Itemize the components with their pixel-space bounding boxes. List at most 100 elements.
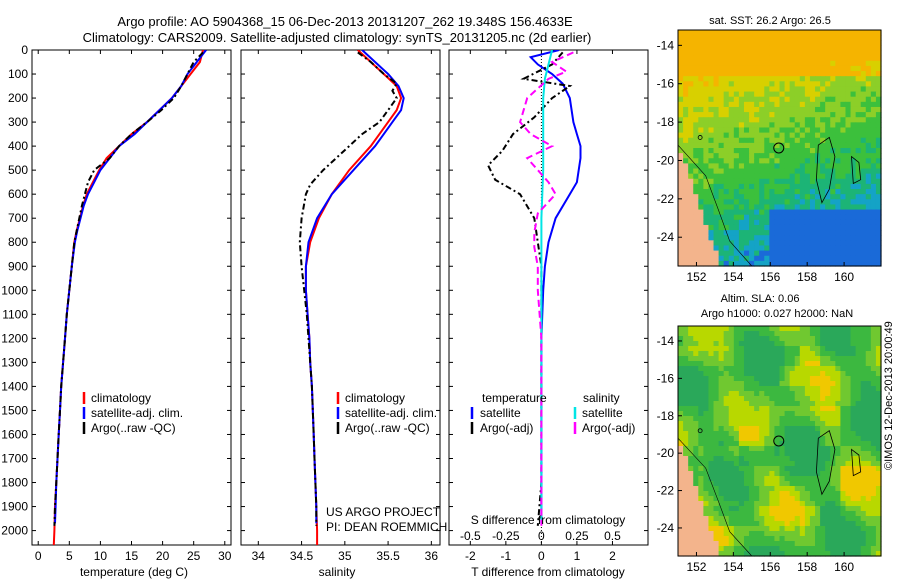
map-cell (809, 386, 816, 392)
map-cell (703, 501, 710, 507)
map-cell (693, 526, 699, 532)
map-cell (845, 224, 852, 231)
map-cell (688, 153, 694, 159)
x-tick-label: 36 (425, 549, 439, 563)
map-cell (855, 511, 862, 517)
map-cell (860, 101, 867, 108)
map-cell (698, 386, 704, 392)
map-cell (743, 55, 750, 62)
map-cell (723, 411, 730, 417)
map-cell (835, 137, 841, 144)
map-cell (693, 189, 699, 195)
map-cell (835, 50, 841, 57)
map-cell (774, 521, 781, 527)
map-cell (708, 401, 715, 407)
map-cell (850, 158, 857, 164)
map-cell (815, 127, 821, 134)
map-cell (713, 173, 720, 180)
map-cell (830, 240, 836, 247)
map-cell (683, 168, 689, 175)
map-cell (678, 235, 684, 241)
map-cell (870, 416, 877, 422)
map-frame (677, 325, 882, 557)
map-cell (850, 476, 857, 482)
map-cell (845, 426, 852, 432)
map-cell (749, 391, 755, 397)
map-cell (723, 491, 730, 497)
map-cell (693, 86, 699, 93)
map-cell (820, 331, 826, 337)
map-cell (738, 60, 745, 67)
map-cell (799, 486, 806, 492)
map-cell (738, 204, 745, 211)
map-cell (749, 230, 755, 236)
map-cell (754, 431, 760, 437)
map-cell (688, 76, 694, 82)
map-cell (749, 71, 755, 77)
map-cell (733, 521, 740, 527)
map-cell (703, 230, 710, 236)
map-cell (718, 446, 725, 452)
map-cell (789, 178, 796, 185)
map-cell (733, 506, 740, 512)
map-cell (728, 401, 735, 407)
map-cell (865, 168, 872, 175)
map-cell (789, 183, 796, 190)
map-cell (820, 551, 826, 557)
map-cell (860, 471, 867, 477)
map-cell (713, 189, 720, 195)
map-cell (698, 496, 704, 502)
map-cell (774, 230, 781, 236)
map-cell (733, 86, 740, 93)
map-cell (708, 255, 715, 262)
map-cell (855, 406, 862, 412)
map-cell (723, 396, 730, 402)
map-cell (875, 194, 882, 200)
map-cell (809, 426, 816, 432)
map-cell (794, 396, 801, 402)
map-cell (754, 250, 760, 257)
map-cell (708, 481, 715, 487)
map-cell (713, 199, 720, 206)
map-cell (855, 371, 862, 377)
map-cell (759, 153, 765, 159)
map-cell (713, 506, 720, 512)
map-cell (794, 346, 801, 352)
map-cell (850, 101, 857, 108)
map-cell (718, 421, 725, 427)
map-cell (825, 178, 831, 185)
map-cell (799, 491, 806, 497)
map-cell (759, 331, 765, 337)
map-cell (723, 421, 730, 427)
map-cell (733, 101, 740, 108)
map-cell (779, 341, 786, 347)
map-cell (860, 446, 867, 452)
map-cell (774, 117, 781, 123)
map-cell (815, 521, 821, 527)
map-cell (708, 183, 715, 190)
y-tick-label: 500 (8, 163, 28, 177)
map-cell (718, 260, 725, 267)
map-cell (830, 336, 836, 342)
map-cell (860, 356, 867, 362)
map-cell (718, 366, 725, 372)
map-cell (825, 341, 831, 347)
map-cell (738, 255, 745, 262)
map-cell (769, 341, 776, 347)
map-cell (870, 183, 877, 190)
map-cell (830, 45, 836, 52)
map-cell (855, 214, 862, 221)
map-cell (688, 127, 694, 134)
map-cell (840, 204, 847, 211)
map-cell (723, 101, 730, 108)
map-cell (718, 219, 725, 226)
map-cell (728, 194, 735, 200)
map-cell (815, 178, 821, 185)
map-cell (809, 260, 816, 267)
map-cell (794, 189, 801, 195)
map-cell (779, 401, 786, 407)
map-cell (703, 158, 710, 164)
map-cell (683, 506, 689, 512)
map-cell (754, 471, 760, 477)
map-cell (723, 60, 730, 67)
